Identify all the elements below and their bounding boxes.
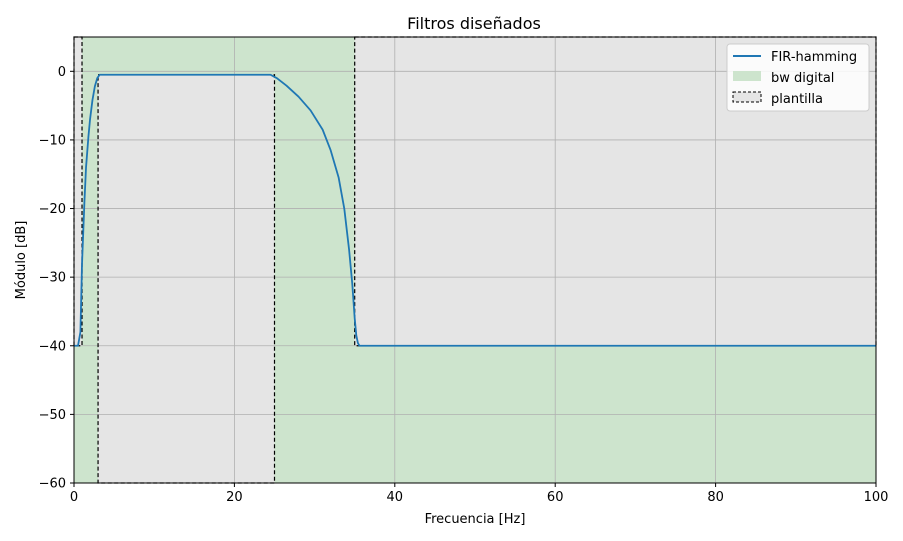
series-layer bbox=[74, 73, 876, 347]
x-tick-label: 80 bbox=[707, 490, 724, 505]
plot-frame bbox=[73, 36, 877, 484]
x-tick-label: 100 bbox=[864, 490, 889, 505]
y-axis: 0 −10 −20 −30 −40 −50 −60 bbox=[39, 65, 74, 492]
series-line-fir-hamming bbox=[74, 73, 876, 347]
legend-band-swatch bbox=[733, 71, 761, 81]
x-tick-label: 0 bbox=[70, 490, 78, 505]
legend-label-fir-hamming: FIR-hamming bbox=[771, 50, 857, 65]
legend-box bbox=[726, 43, 870, 112]
x-tick-label: 20 bbox=[226, 490, 243, 505]
x-axis-label: Frecuencia [Hz] bbox=[425, 512, 526, 527]
plantilla-region-0 bbox=[74, 37, 83, 346]
x-axis: 0 20 40 60 80 100 bbox=[70, 483, 889, 505]
x-tick-label: 40 bbox=[387, 490, 404, 505]
y-tick-label: −60 bbox=[39, 477, 66, 492]
legend-label-bw-digital: bw digital bbox=[771, 71, 834, 86]
legend-template-swatch bbox=[732, 91, 762, 103]
y-axis-label: Módulo [dB] bbox=[14, 221, 29, 300]
y-tick-label: 0 bbox=[58, 65, 66, 80]
legend: FIR-hamming bw digital plantilla bbox=[726, 43, 870, 112]
plantilla-layer bbox=[74, 37, 876, 483]
legend-label-plantilla: plantilla bbox=[771, 92, 823, 107]
y-tick-label: −30 bbox=[39, 271, 66, 286]
x-tick-label: 60 bbox=[547, 490, 564, 505]
y-tick-label: −20 bbox=[39, 202, 66, 217]
y-tick-label: −40 bbox=[39, 339, 66, 354]
y-tick-label: −10 bbox=[39, 133, 66, 148]
chart-title: Filtros diseñados bbox=[407, 14, 541, 33]
plantilla-region-1 bbox=[98, 74, 275, 483]
y-tick-label: −50 bbox=[39, 408, 66, 423]
